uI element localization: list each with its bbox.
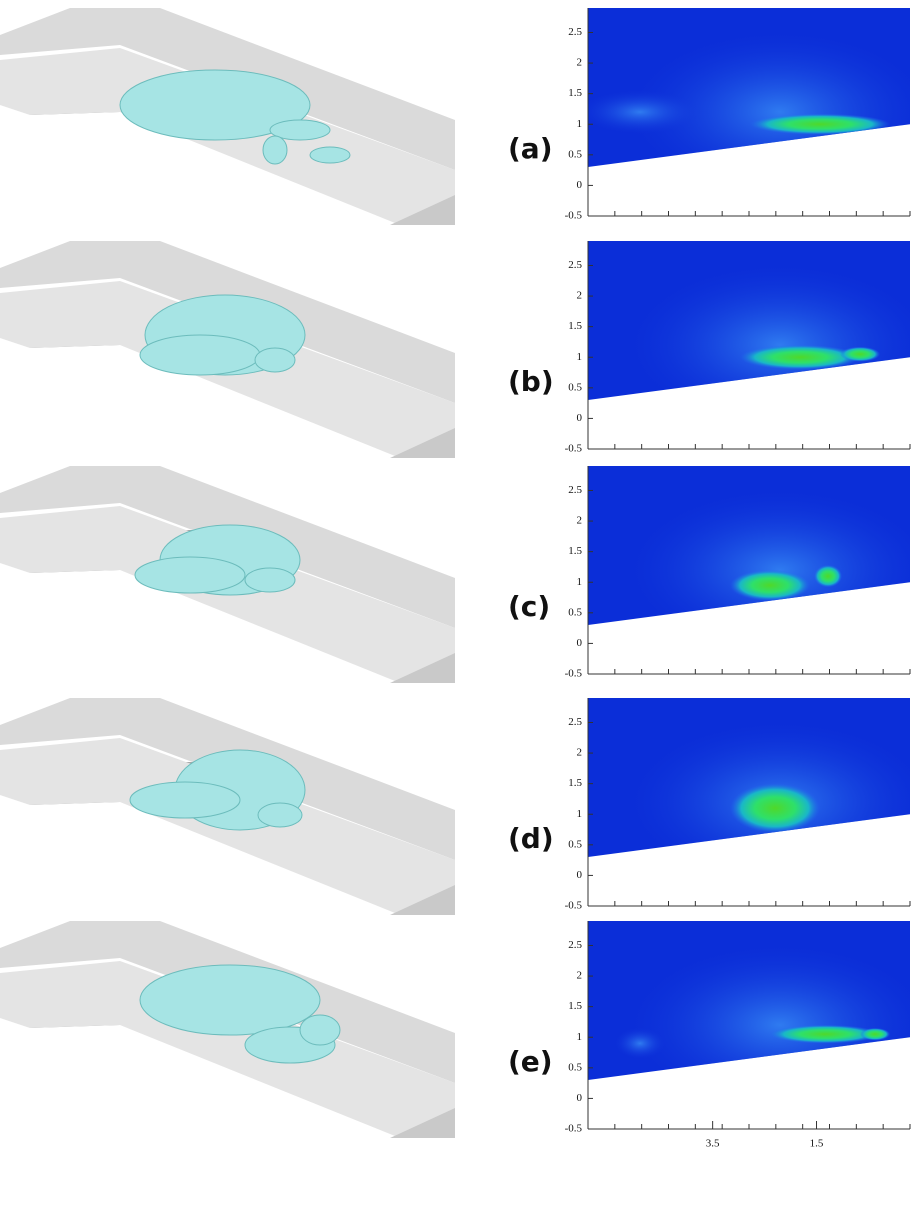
panel-label: (c) (508, 590, 550, 623)
panel-label: (d) (508, 822, 554, 855)
y-tick-label: 1 (577, 1031, 583, 1043)
iso-surface (263, 136, 287, 164)
iso-surface (140, 965, 320, 1035)
panel: (a) -0.5 0 0.5 1 1.5 2 2.5 (0, 8, 922, 225)
y-tick-label: 1 (577, 351, 583, 363)
contour-blob (840, 347, 880, 362)
contour-blob (750, 114, 890, 135)
iso-surface (255, 348, 295, 372)
x-tick-label: 3.5 (706, 1138, 720, 1150)
contour (588, 698, 922, 906)
y-tick-label: 2.5 (568, 26, 582, 38)
iso-surface (140, 335, 260, 375)
y-tick-label: 0.5 (568, 381, 582, 393)
panel: (b) -0.5 0 0.5 1 1.5 2 2.5 (0, 241, 922, 458)
contour-haze (630, 265, 922, 425)
contour-blob (730, 783, 820, 833)
y-tick-label: 0 (577, 179, 583, 191)
y-tick-label: 1 (577, 808, 583, 820)
y-tick-label: 0.5 (568, 606, 582, 618)
y-tick-label: 2 (577, 970, 583, 982)
y-tick-label: 1.5 (568, 777, 582, 789)
y-tick-label: -0.5 (565, 1123, 583, 1135)
y-tick-label: 1.5 (568, 320, 582, 332)
panel: (e) -0.5 0 0.5 1 1.5 2 2.5 3.5 1.5 (0, 921, 922, 1150)
contour-blob (814, 565, 842, 587)
y-tick-label: 1.5 (568, 1000, 582, 1012)
figure: (a)-0.500.511.522.5(b)-0.500.511.522.5(c… (0, 0, 922, 1214)
y-tick-label: -0.5 (565, 900, 583, 912)
y-tick-label: 1 (577, 118, 583, 130)
contour (580, 8, 922, 216)
y-tick-label: -0.5 (565, 210, 583, 222)
contour-blob (860, 1028, 890, 1040)
y-tick-label: 2.5 (568, 259, 582, 271)
y-tick-label: 0.5 (568, 148, 582, 160)
y-tick-label: 0 (577, 412, 583, 424)
iso-surface (258, 803, 302, 827)
contour-blob (730, 570, 810, 601)
iso-surface (130, 782, 240, 818)
y-tick-label: 2.5 (568, 939, 582, 951)
y-tick-label: 0.5 (568, 1061, 582, 1073)
y-tick-label: 1.5 (568, 87, 582, 99)
contour-blob (615, 1028, 665, 1059)
y-tick-label: 2.5 (568, 716, 582, 728)
y-tick-label: 0 (577, 869, 583, 881)
y-tick-label: -0.5 (565, 668, 583, 680)
panel-label: (a) (508, 132, 553, 165)
panel-label: (b) (508, 365, 554, 398)
panel: (c) -0.5 0 0.5 1 1.5 2 2.5 (0, 466, 922, 683)
iso-surface (245, 568, 295, 592)
iso-surface (310, 147, 350, 163)
y-tick-label: 2 (577, 747, 583, 759)
contour (588, 921, 922, 1129)
y-tick-label: 0 (577, 637, 583, 649)
contour (588, 241, 922, 449)
x-tick-label: 1.5 (810, 1138, 824, 1150)
y-tick-label: 2.5 (568, 484, 582, 496)
panel: (d) -0.5 0 0.5 1 1.5 2 2.5 (0, 698, 922, 915)
y-tick-label: 2 (577, 515, 583, 527)
contour-haze (630, 945, 922, 1105)
y-tick-label: 2 (577, 57, 583, 69)
panel-label: (e) (508, 1045, 553, 1078)
iso-surface (300, 1015, 340, 1045)
y-tick-label: 0.5 (568, 838, 582, 850)
y-tick-label: -0.5 (565, 443, 583, 455)
contour-blob (580, 90, 700, 133)
iso-surface (135, 557, 245, 593)
y-tick-label: 1.5 (568, 545, 582, 557)
y-tick-label: 0 (577, 1092, 583, 1104)
y-tick-label: 1 (577, 576, 583, 588)
contour (588, 466, 922, 674)
y-tick-label: 2 (577, 290, 583, 302)
